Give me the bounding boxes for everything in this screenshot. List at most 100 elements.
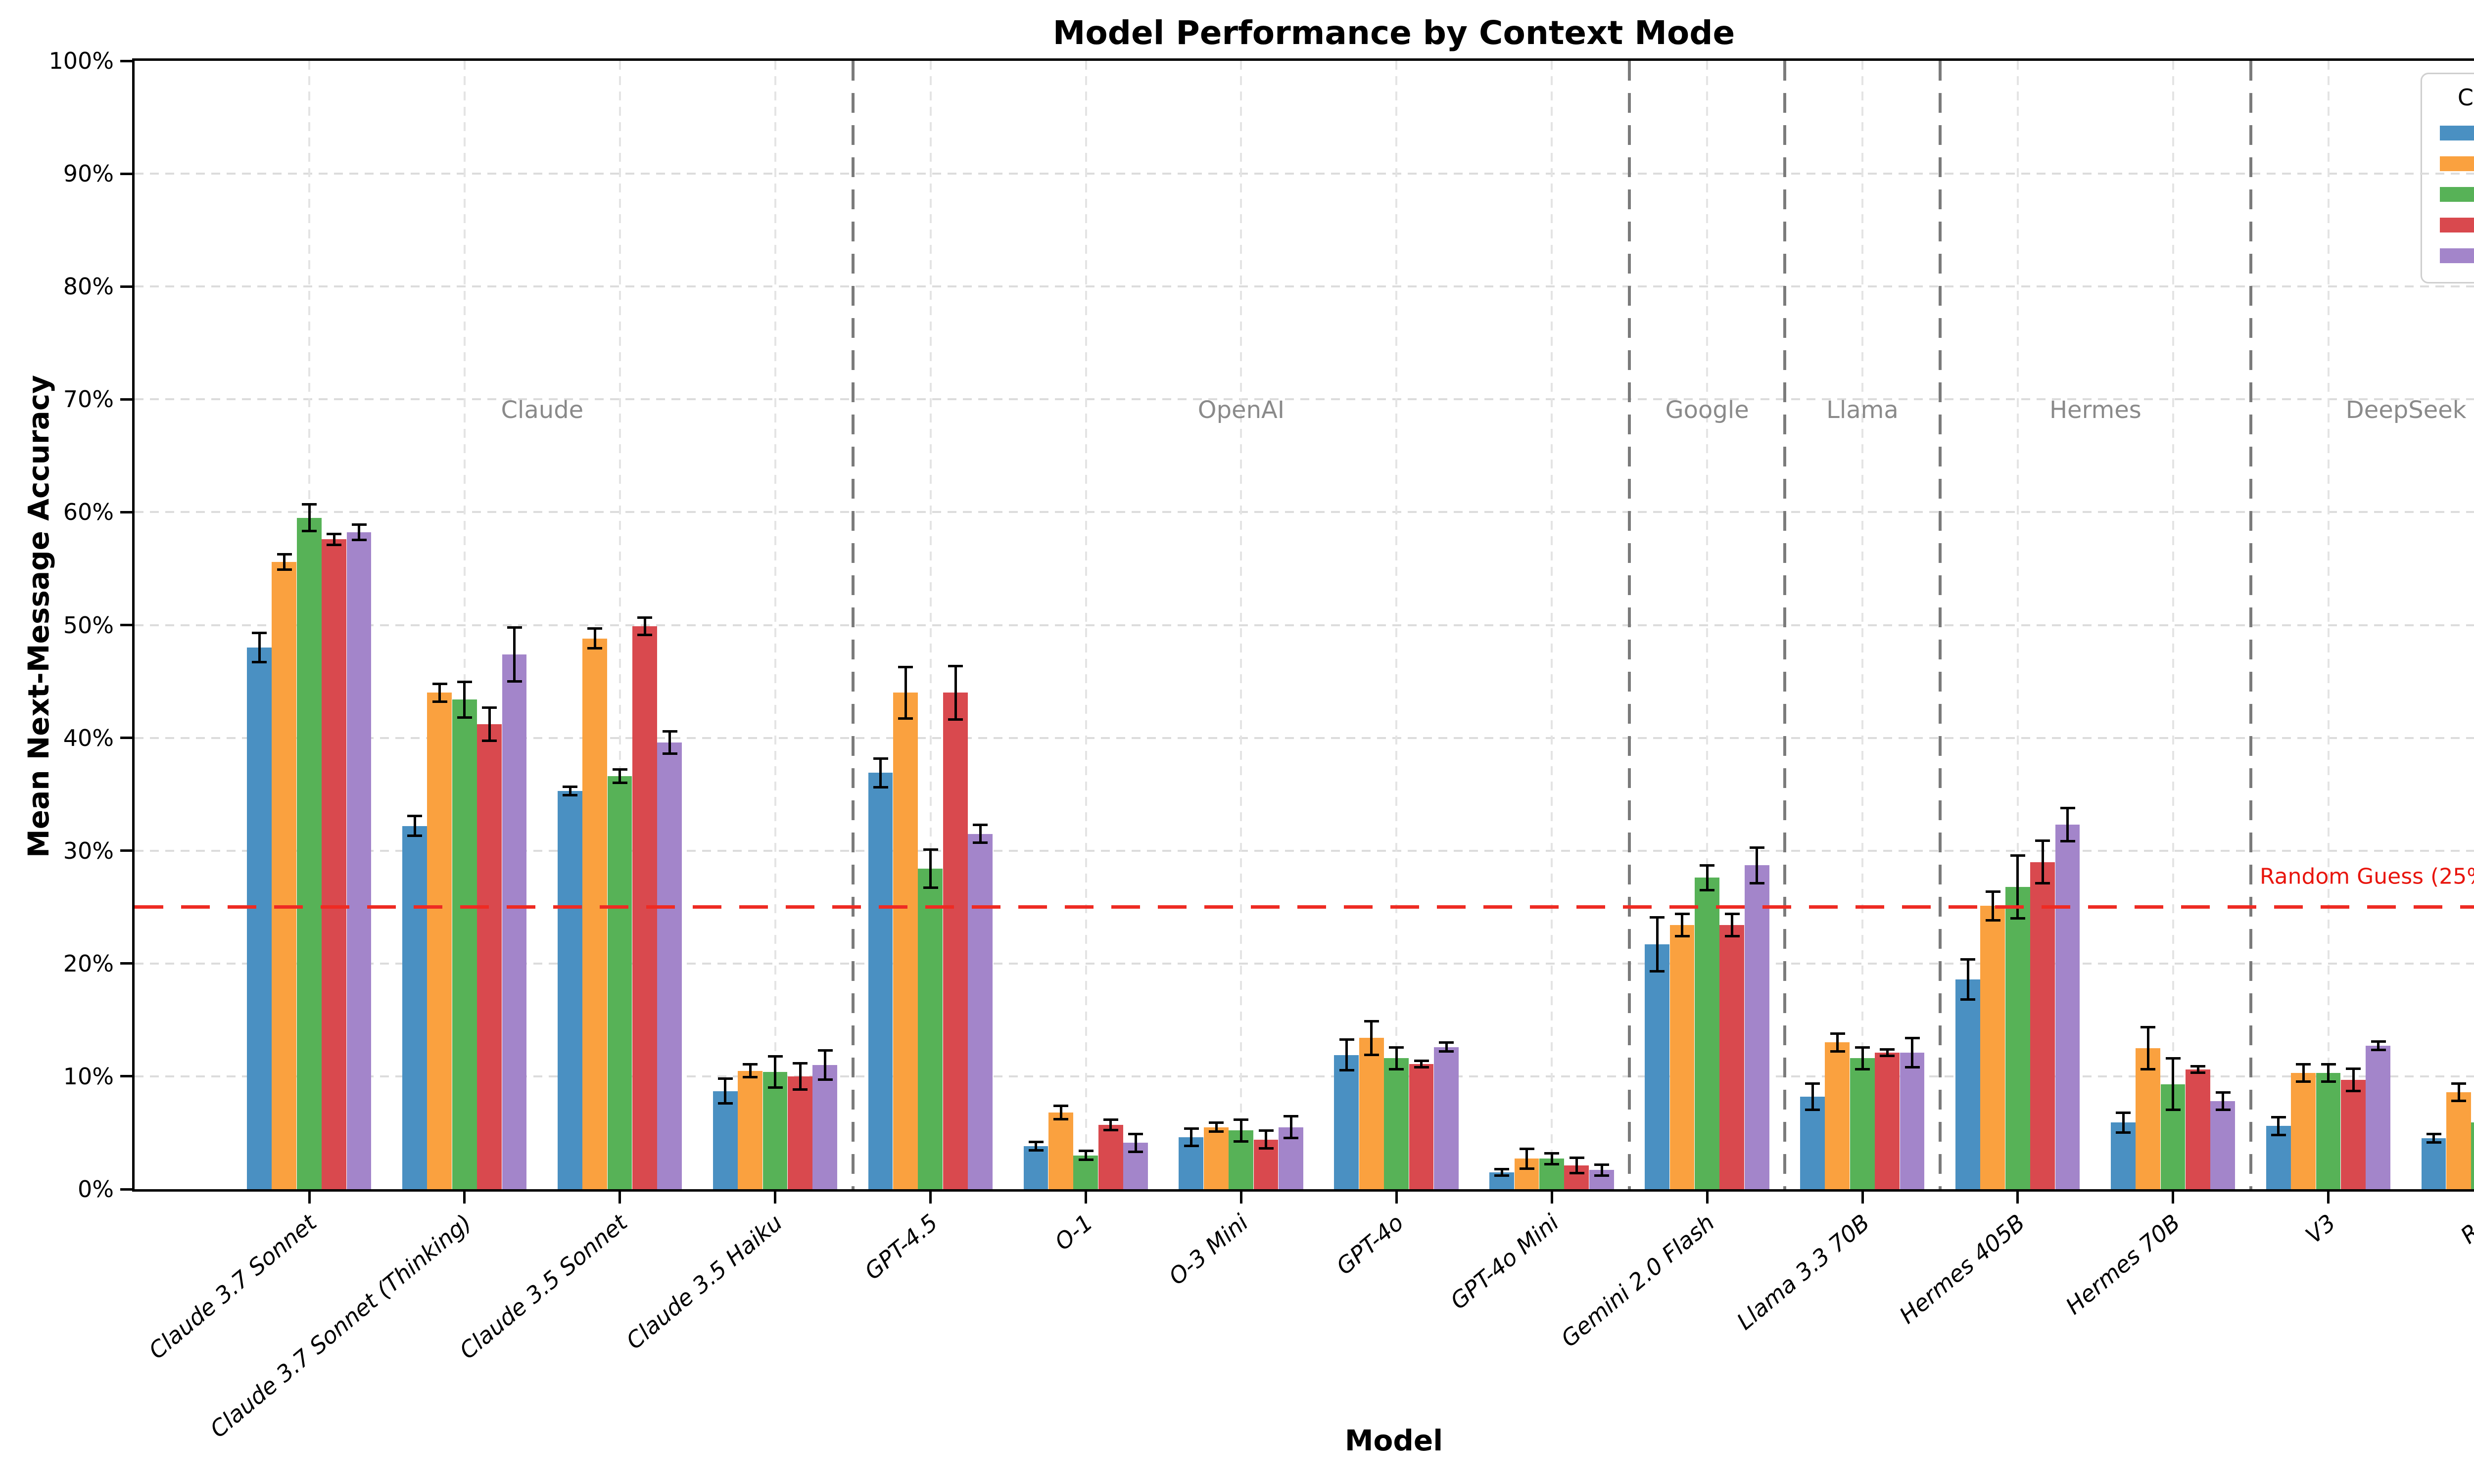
bar-100-raw xyxy=(322,539,347,1189)
error-cap-bottom xyxy=(2426,1141,2441,1144)
error-cap-top xyxy=(1184,1127,1199,1130)
bar-100-summary xyxy=(502,654,527,1189)
chart-title: Model Performance by Context Mode xyxy=(1052,14,1735,52)
error-bar xyxy=(283,554,286,570)
gridline-v-11 xyxy=(2016,61,2019,1189)
bar-100-summary xyxy=(1433,1047,1459,1189)
bar-no-context xyxy=(1645,944,1669,1189)
error-bar xyxy=(774,1056,777,1088)
error-bar xyxy=(1886,1049,1889,1056)
x-tick-label: O-1 xyxy=(1049,1209,1098,1256)
error-bar xyxy=(954,665,957,720)
error-bar xyxy=(1756,847,1759,883)
error-cap-top xyxy=(302,503,317,506)
error-cap-top xyxy=(767,1055,783,1058)
bar-no-context xyxy=(2266,1126,2291,1189)
error-bar xyxy=(413,815,416,836)
gridline-v-12 xyxy=(2172,61,2174,1189)
error-bar xyxy=(879,758,882,788)
error-bar xyxy=(593,628,596,649)
error-cap-bottom xyxy=(1284,1137,1299,1140)
error-bar xyxy=(1656,917,1659,972)
error-cap-top xyxy=(2271,1116,2286,1119)
error-cap-top xyxy=(2010,854,2025,857)
error-cap-top xyxy=(1414,1059,1429,1062)
error-cap-top xyxy=(2035,839,2050,842)
error-cap-bottom xyxy=(2141,1068,2156,1071)
bar-50-raw xyxy=(738,1070,762,1189)
error-cap-top xyxy=(2451,1082,2467,1085)
error-cap-bottom xyxy=(717,1102,733,1105)
error-bar xyxy=(1525,1148,1528,1169)
error-bar xyxy=(463,681,466,718)
error-bar xyxy=(1575,1158,1578,1174)
error-bar xyxy=(904,666,907,719)
error-bar xyxy=(1059,1106,1062,1119)
error-cap-top xyxy=(1284,1114,1299,1117)
error-bar xyxy=(668,731,671,754)
error-cap-top xyxy=(793,1062,808,1065)
error-cap-top xyxy=(507,626,522,629)
error-cap-bottom xyxy=(1339,1069,1354,1072)
error-bar xyxy=(979,825,982,843)
gridline-h-50 xyxy=(135,624,2474,626)
bar-50-raw xyxy=(1203,1127,1229,1189)
x-tick-12 xyxy=(2172,1192,2175,1204)
legend-swatch-50-raw xyxy=(2440,156,2474,171)
error-bar xyxy=(824,1050,826,1080)
error-bar xyxy=(488,707,491,742)
bar-100-summary xyxy=(1744,865,1769,1189)
error-cap-top xyxy=(252,632,267,635)
error-bar xyxy=(1811,1083,1814,1111)
error-cap-top xyxy=(351,523,367,526)
error-cap-bottom xyxy=(1749,881,1764,884)
group-label-deepseek: DeepSeek xyxy=(2345,396,2467,424)
error-cap-top xyxy=(1805,1082,1820,1085)
error-bar xyxy=(724,1078,727,1104)
error-cap-bottom xyxy=(2215,1109,2231,1112)
error-bar xyxy=(1395,1047,1398,1070)
error-cap-bottom xyxy=(277,568,292,571)
bar-100-summary xyxy=(2210,1101,2236,1189)
error-bar xyxy=(1550,1153,1553,1164)
bar-50-raw xyxy=(1359,1038,1384,1189)
error-cap-bottom xyxy=(1674,935,1690,938)
error-cap-bottom xyxy=(1258,1147,1274,1150)
legend-swatch-no-context xyxy=(2440,126,2474,140)
error-cap-top xyxy=(973,824,988,827)
x-axis-label: Model xyxy=(1344,1424,1443,1457)
error-cap-bottom xyxy=(1904,1066,1920,1068)
error-cap-bottom xyxy=(1805,1109,1820,1112)
error-cap-bottom xyxy=(1855,1068,1870,1071)
bar-100-raw xyxy=(1719,925,1745,1189)
error-cap-top xyxy=(1053,1105,1069,1108)
bar-100-raw xyxy=(1875,1053,1900,1189)
gridline-v-8 xyxy=(1551,61,1553,1189)
x-tick-label: V3 xyxy=(2300,1209,2341,1249)
bar-50-raw xyxy=(1825,1042,1850,1189)
bar-100-summary xyxy=(2366,1046,2391,1189)
error-bar xyxy=(2196,1066,2199,1073)
y-tick-100 xyxy=(120,59,132,62)
error-cap-bottom xyxy=(2060,840,2075,843)
error-cap-top xyxy=(948,664,963,667)
x-tick-7 xyxy=(1395,1192,1398,1204)
random-guess-label: Random Guess (25%) xyxy=(2260,864,2474,889)
error-cap-bottom xyxy=(898,717,913,720)
error-cap-top xyxy=(1519,1147,1534,1150)
error-cap-top xyxy=(457,680,472,683)
error-cap-bottom xyxy=(1700,888,1715,891)
error-cap-top xyxy=(482,706,497,709)
bar-50-raw xyxy=(893,693,918,1189)
error-bar xyxy=(2041,840,2044,883)
legend-swatch-100-summary xyxy=(2440,248,2474,263)
bar-50-summary xyxy=(2316,1073,2341,1189)
error-cap-bottom xyxy=(2116,1131,2131,1134)
error-bar xyxy=(643,617,646,636)
error-cap-bottom xyxy=(1128,1150,1143,1153)
error-cap-top xyxy=(2215,1091,2231,1094)
bar-100-raw xyxy=(787,1076,812,1189)
bar-50-raw xyxy=(2446,1092,2471,1189)
error-cap-bottom xyxy=(873,786,888,788)
error-bar xyxy=(1911,1038,1914,1067)
